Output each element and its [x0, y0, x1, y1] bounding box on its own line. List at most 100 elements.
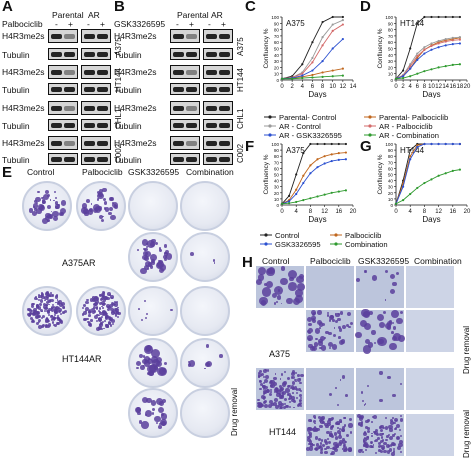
colony	[371, 432, 374, 435]
colony	[111, 323, 114, 326]
colony	[274, 391, 277, 394]
colony	[151, 407, 156, 412]
series-line	[395, 16, 460, 80]
colony	[329, 431, 332, 434]
data-point	[444, 15, 447, 19]
blot-a-membrane	[81, 136, 111, 150]
colony	[144, 355, 151, 362]
colony	[326, 314, 330, 317]
colony	[278, 403, 282, 408]
colony	[42, 302, 47, 307]
blot-b-band	[173, 141, 184, 146]
legend-marker	[268, 124, 272, 128]
colony	[333, 442, 338, 447]
colony	[308, 418, 312, 423]
colony	[320, 442, 323, 445]
data-point	[302, 152, 305, 155]
colony	[381, 433, 384, 435]
x-tick-label: 14	[350, 84, 357, 90]
data-point	[437, 15, 440, 19]
colony	[161, 420, 167, 426]
colony	[29, 317, 33, 321]
colony	[328, 331, 332, 336]
data-point	[337, 190, 340, 193]
data-point	[280, 202, 284, 205]
colony	[40, 204, 45, 208]
colony	[382, 447, 385, 450]
x-tick-label: 12	[321, 209, 328, 215]
colony	[93, 306, 97, 309]
blot-b-band	[206, 87, 217, 92]
colony	[101, 305, 103, 308]
colony	[296, 373, 300, 377]
colony	[110, 295, 114, 299]
y-tick-label: 60	[388, 40, 394, 45]
colony	[149, 265, 154, 269]
y-tick-label: 0	[276, 78, 279, 83]
blot-b-membrane	[203, 29, 233, 43]
colony	[360, 390, 364, 394]
colony	[307, 438, 312, 443]
x-tick-label: 20	[350, 209, 357, 215]
culture-well-image	[306, 368, 354, 410]
blot-b-row-label: Tubulin	[114, 50, 142, 60]
colony	[330, 450, 335, 455]
colony	[140, 318, 143, 322]
colony	[262, 384, 266, 389]
colony	[103, 298, 107, 303]
colony	[101, 314, 104, 317]
colony	[219, 354, 223, 358]
data-point	[302, 181, 305, 185]
panel-h-row-ht144: HT144	[269, 427, 297, 437]
culture-dish	[180, 232, 230, 282]
colony	[342, 439, 346, 444]
colony	[154, 241, 159, 245]
colony	[150, 349, 160, 359]
colony	[111, 309, 115, 313]
colony	[280, 302, 283, 305]
colony	[343, 416, 346, 420]
colony	[136, 366, 140, 370]
colony	[50, 318, 54, 321]
colony	[43, 295, 48, 300]
colony	[103, 200, 108, 205]
colony	[320, 448, 323, 452]
blot-b-band	[206, 52, 217, 57]
colony	[269, 383, 273, 387]
series-line	[281, 143, 346, 205]
data-point	[280, 77, 284, 80]
colony	[206, 361, 213, 368]
colony	[387, 433, 390, 436]
colony	[52, 318, 55, 322]
colony	[312, 426, 318, 431]
data-point	[394, 202, 398, 205]
colony	[162, 254, 168, 260]
colony	[316, 427, 320, 432]
colony	[370, 420, 373, 423]
colony	[336, 445, 340, 449]
colony	[327, 420, 331, 424]
colony	[263, 398, 266, 401]
colony	[164, 251, 167, 255]
colony	[384, 298, 387, 301]
colony	[274, 373, 277, 375]
colony	[389, 418, 394, 423]
y-tick-label: 50	[274, 173, 280, 178]
y-tick-label: 20	[388, 191, 394, 196]
culture-dish	[180, 338, 230, 388]
colony	[286, 393, 290, 396]
panel-e-col-gsk: GSK3326595	[128, 167, 180, 177]
x-tick-label: 20	[464, 209, 471, 215]
data-point	[316, 158, 319, 161]
colony	[81, 307, 84, 310]
colony	[266, 369, 270, 373]
blot-b-plus-1: +	[189, 19, 194, 29]
colony	[307, 316, 313, 322]
colony	[150, 254, 157, 262]
data-point	[309, 142, 312, 146]
blot-b-band	[173, 157, 184, 162]
colony	[83, 311, 88, 315]
colony	[320, 439, 324, 442]
colony	[140, 267, 147, 275]
colony	[106, 305, 110, 308]
